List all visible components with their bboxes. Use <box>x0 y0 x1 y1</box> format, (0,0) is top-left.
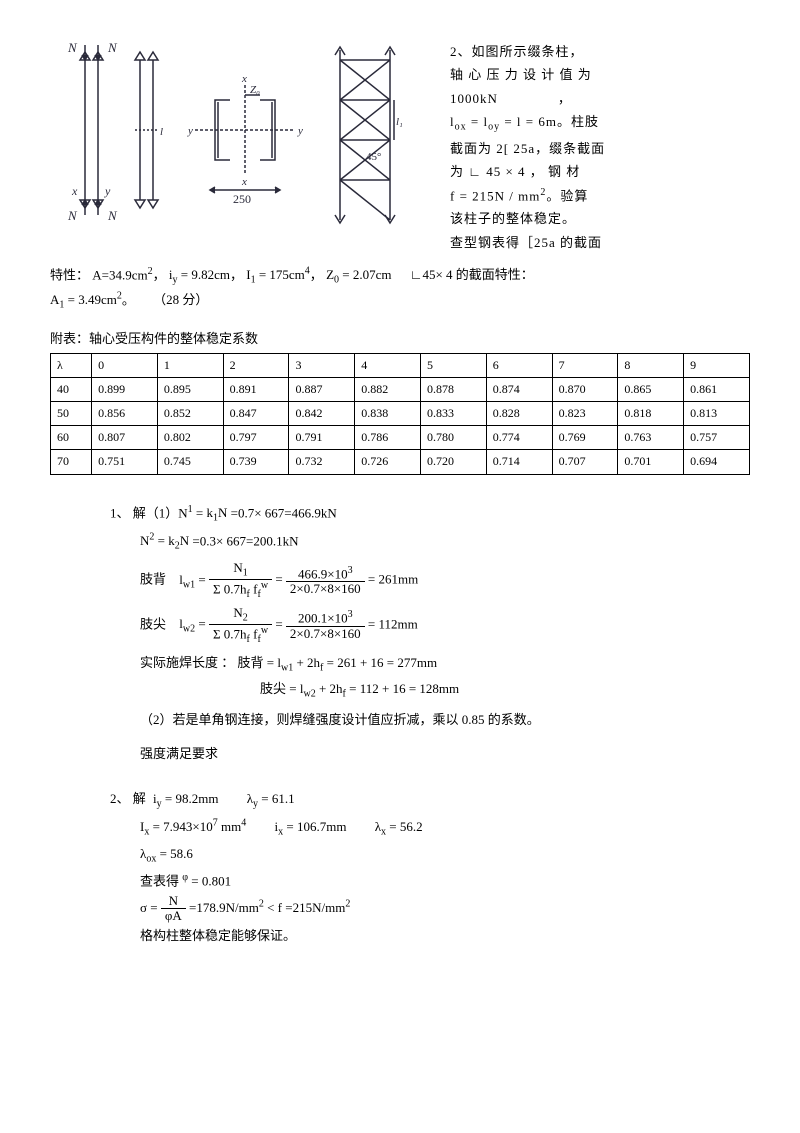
table-row: 500.8560.8520.8470.8420.8380.8330.8280.8… <box>51 402 750 426</box>
svg-text:Z₀: Z₀ <box>250 84 260 96</box>
solution-2: 2、 解 iy = 98.2mm λy = 61.1 Ix = 7.943×10… <box>110 787 750 948</box>
top-section: N N N N x y l <box>50 40 750 254</box>
svg-text:l: l <box>160 126 163 138</box>
p2-line1: 2、如图所示缀条柱， <box>450 40 750 63</box>
table-row: 700.7510.7450.7390.7320.7260.7200.7140.7… <box>51 450 750 474</box>
svg-text:y: y <box>187 125 193 137</box>
svg-text:N: N <box>67 40 78 55</box>
table-caption: 附表：轴心受压构件的整体稳定系数 <box>50 329 750 350</box>
svg-text:x: x <box>241 176 247 188</box>
p2-line6: 为 ∟ 45 × 4 ， 钢 材 <box>450 160 750 183</box>
p2-line9: 查型钢表得［25a 的截面 <box>450 231 750 254</box>
svg-text:x: x <box>241 73 247 85</box>
svg-text:N: N <box>67 208 78 223</box>
svg-text:y: y <box>297 125 303 137</box>
p2-line7: f = 215N / mm2。验算 <box>450 184 750 208</box>
table-row: 400.8990.8950.8910.8870.8820.8780.8740.8… <box>51 377 750 401</box>
problem2-text: 2、如图所示缀条柱， 轴 心 压 力 设 计 值 为 1000kN， lox =… <box>450 40 750 254</box>
solution-1: 1、 解（1）N1 = k1N =0.7× 667=466.9kN N2 = k… <box>110 500 750 767</box>
p2-line4: lox = loy = l = 6m。柱肢 <box>450 110 750 137</box>
svg-text:N: N <box>107 40 118 55</box>
svg-text:y: y <box>104 184 111 198</box>
svg-text:N: N <box>107 208 118 223</box>
svg-text:45°: 45° <box>366 151 381 163</box>
p2-line8: 该柱子的整体稳定。 <box>450 207 750 230</box>
p2-line5: 截面为 2[ 25a，缀条截面 <box>450 137 750 160</box>
table-header-row: λ0123456789 <box>51 353 750 377</box>
svg-text:250: 250 <box>233 192 251 206</box>
p2-line3: 1000kN， <box>450 87 750 110</box>
diagram: N N N N x y l <box>50 40 430 230</box>
svg-text:x: x <box>71 184 78 198</box>
table-row: 600.8070.8020.7970.7910.7860.7800.7740.7… <box>51 426 750 450</box>
svg-text:l₁: l₁ <box>396 116 403 128</box>
solutions: 1、 解（1）N1 = k1N =0.7× 667=466.9kN N2 = k… <box>50 500 750 949</box>
under-diagram-text: 特性： A=34.9cm2， iy = 9.82cm， I1 = 175cm4，… <box>50 264 750 314</box>
p2-line2: 轴 心 压 力 设 计 值 为 <box>450 63 750 86</box>
stability-table: λ0123456789 400.8990.8950.8910.8870.8820… <box>50 353 750 475</box>
